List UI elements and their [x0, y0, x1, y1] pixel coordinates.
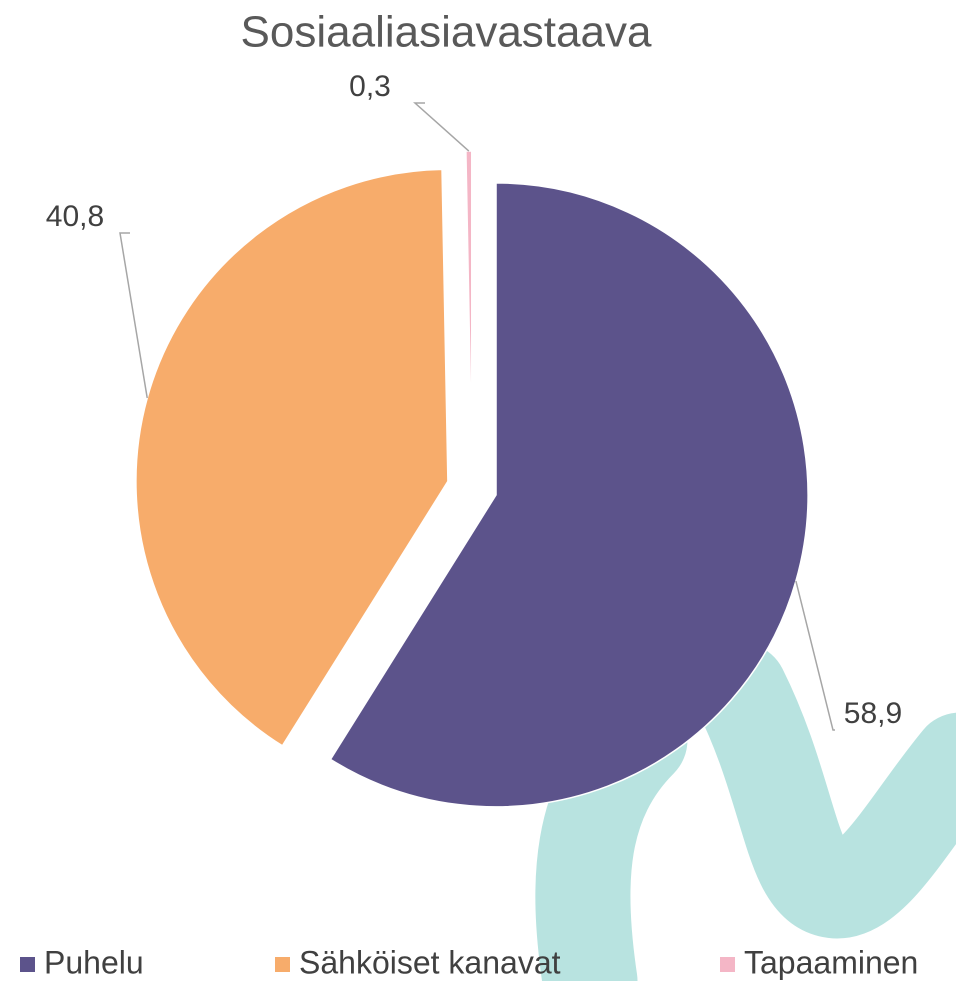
data-label: 58,9	[844, 697, 902, 730]
pie-slice	[329, 182, 809, 808]
legend: Puhelu Sähköiset kanavat Tapaaminen	[20, 944, 918, 980]
legend-label: Sähköiset kanavat	[299, 944, 561, 980]
legend-label: Puhelu	[44, 944, 144, 980]
leader-line	[119, 232, 148, 399]
chart-title: Sosiaaliasiavastaava	[241, 8, 652, 57]
legend-label: Tapaaminen	[744, 944, 918, 980]
leader-line	[795, 580, 835, 731]
legend-swatch	[720, 957, 735, 972]
data-label: 40,8	[46, 200, 104, 233]
pie-slice	[465, 150, 473, 464]
legend-swatch	[275, 957, 290, 972]
pie-slice	[135, 168, 449, 747]
pie: 58,9 40,8 0,3	[46, 70, 902, 808]
leader-line	[413, 102, 470, 152]
legend-swatch	[20, 957, 35, 972]
data-label: 0,3	[349, 70, 391, 103]
